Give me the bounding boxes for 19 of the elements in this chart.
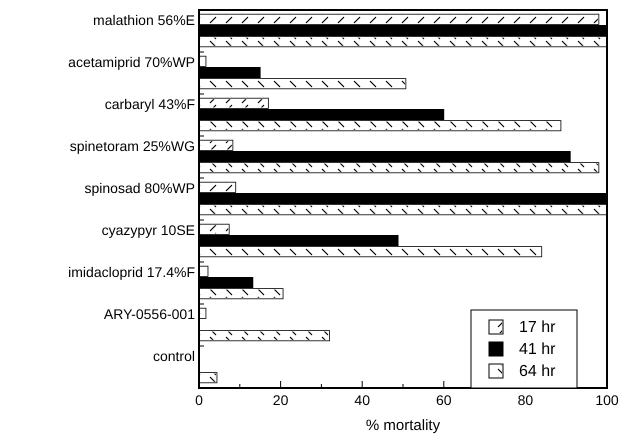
y-tick-label: cyazypyr 10SE xyxy=(102,222,195,238)
y-tick-label: ARY-0556-001 xyxy=(104,306,196,322)
y-tick-label: carbaryl 43%F xyxy=(104,96,195,112)
legend-label: 41 hr xyxy=(519,341,556,358)
x-tick-label: 60 xyxy=(436,392,452,408)
y-tick-label: acetamiprid 70%WP xyxy=(68,54,195,70)
legend-label: 64 hr xyxy=(519,363,556,380)
x-tick-label: 20 xyxy=(272,392,289,408)
x-tick-label: 100 xyxy=(595,392,619,408)
y-tick-label: imidacloprid 17.4%F xyxy=(68,264,195,280)
y-tick-label: spinetoram 25%WG xyxy=(70,138,195,154)
x-tick-label: 40 xyxy=(354,392,370,408)
y-tick-label: spinosad 80%WP xyxy=(84,180,195,196)
x-tick-label: 80 xyxy=(518,392,534,408)
x-tick-label: 0 xyxy=(195,392,204,408)
x-axis-title: % mortality xyxy=(366,417,441,434)
legend-label: 17 hr xyxy=(519,319,556,336)
y-tick-label: control xyxy=(152,348,195,364)
y-tick-label: malathion 56%E xyxy=(93,12,195,28)
